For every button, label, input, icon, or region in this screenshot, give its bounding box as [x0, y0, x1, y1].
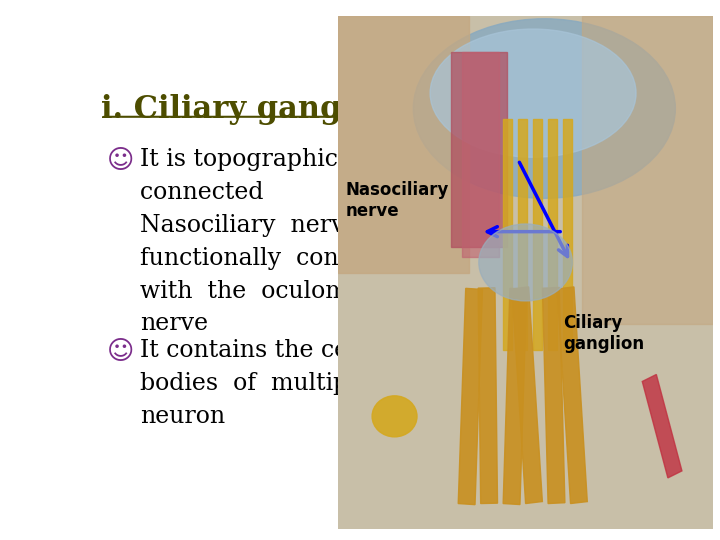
- Text: Ciliary
ganglion: Ciliary ganglion: [563, 314, 644, 353]
- Bar: [563, 119, 572, 350]
- Bar: [548, 119, 557, 350]
- Bar: [642, 374, 682, 478]
- Bar: [548, 288, 573, 505]
- Bar: [462, 52, 500, 258]
- Text: It is topographically
connected                to
Nasociliary  nerve  but
functi: It is topographically connected to Nasoc…: [140, 148, 420, 335]
- Bar: [451, 52, 507, 247]
- Ellipse shape: [413, 19, 675, 198]
- Bar: [481, 288, 504, 504]
- Text: It contains the cell
bodies  of  multipolar
neuron: It contains the cell bodies of multipola…: [140, 339, 395, 428]
- Ellipse shape: [372, 396, 417, 437]
- Text: ☺: ☺: [107, 148, 134, 174]
- Bar: [526, 289, 554, 505]
- Bar: [582, 16, 713, 324]
- Bar: [533, 119, 542, 350]
- Text: Nasociliary
nerve: Nasociliary nerve: [346, 181, 449, 220]
- Bar: [518, 119, 528, 350]
- Text: ☺: ☺: [107, 339, 134, 365]
- Bar: [570, 288, 593, 504]
- Bar: [446, 287, 475, 503]
- Text: i. Ciliary ganglion:: i. Ciliary ganglion:: [101, 94, 418, 125]
- Bar: [490, 287, 520, 503]
- Bar: [503, 119, 513, 350]
- Ellipse shape: [430, 29, 636, 157]
- Ellipse shape: [479, 224, 572, 301]
- Bar: [338, 16, 469, 273]
